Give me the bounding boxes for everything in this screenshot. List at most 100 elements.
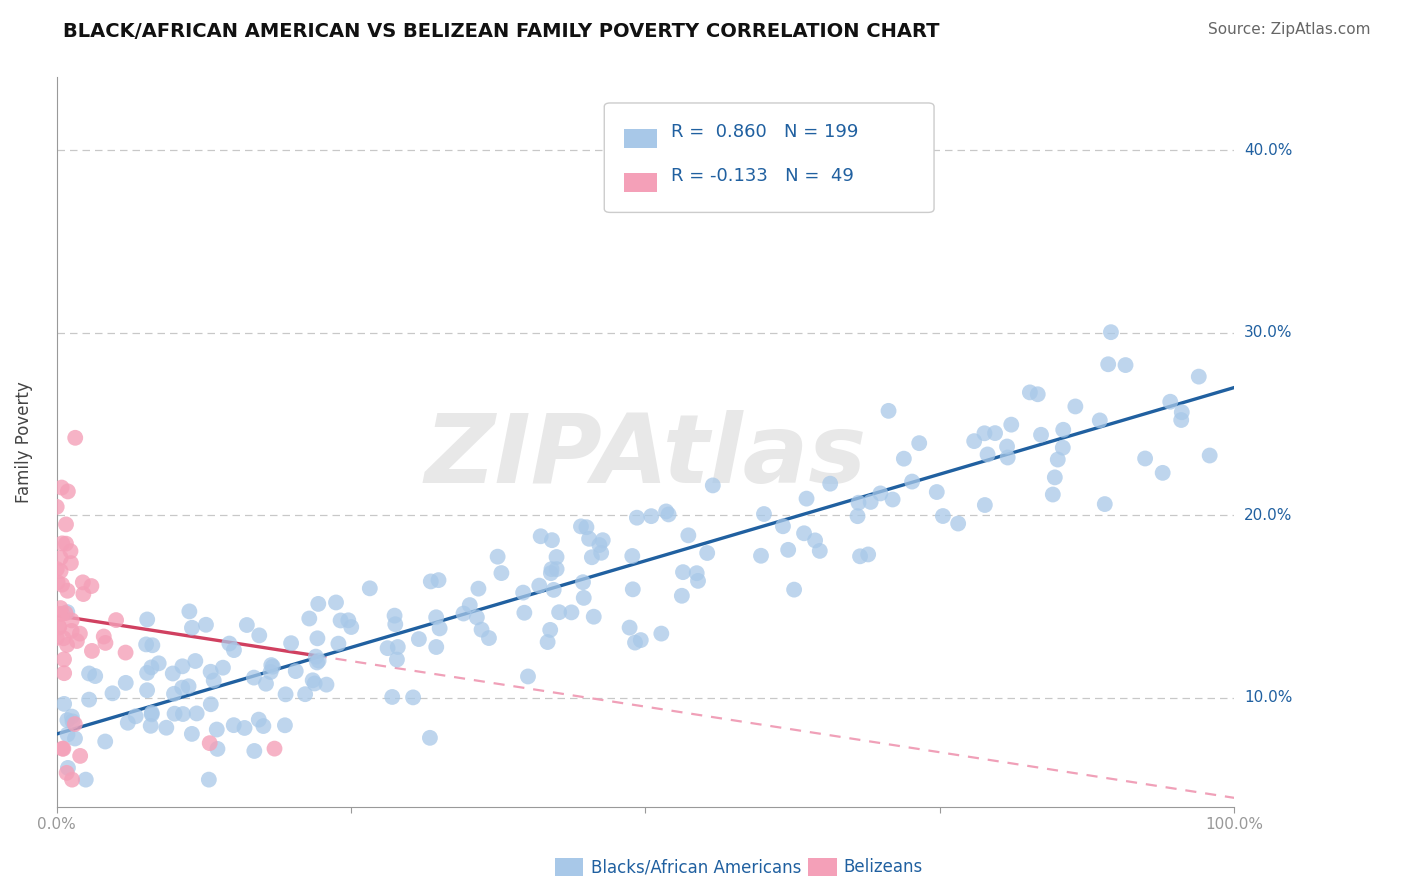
Point xyxy=(591,546,613,560)
Point xyxy=(1094,497,1116,511)
Point xyxy=(538,623,561,637)
Point xyxy=(66,634,89,648)
Text: R = -0.133   N =  49: R = -0.133 N = 49 xyxy=(672,167,855,185)
Point xyxy=(55,765,77,780)
Text: Blacks/African Americans: Blacks/African Americans xyxy=(591,858,801,876)
Point xyxy=(984,426,1007,441)
Point xyxy=(139,719,162,733)
Point xyxy=(1043,470,1066,484)
Point xyxy=(274,687,297,701)
Point xyxy=(560,606,582,620)
Point xyxy=(59,556,82,570)
Point xyxy=(377,641,399,656)
Point xyxy=(56,713,79,727)
Point xyxy=(796,491,818,506)
Point xyxy=(1042,487,1064,501)
Point xyxy=(65,431,87,445)
Point xyxy=(575,520,598,534)
Point xyxy=(307,597,329,611)
Point xyxy=(141,707,163,722)
Point xyxy=(60,614,83,628)
Point xyxy=(141,706,163,720)
Point xyxy=(45,562,67,576)
Point xyxy=(381,690,404,704)
Point xyxy=(572,591,595,605)
Point xyxy=(84,669,107,683)
Point xyxy=(1064,400,1087,414)
Text: Belizeans: Belizeans xyxy=(844,858,922,876)
Point xyxy=(359,582,381,596)
Point xyxy=(207,742,229,756)
Point xyxy=(671,589,693,603)
Point xyxy=(1046,452,1069,467)
Point xyxy=(901,475,924,489)
Point xyxy=(254,676,277,690)
Point xyxy=(702,478,724,492)
Text: 10.0%: 10.0% xyxy=(1244,690,1292,705)
Point xyxy=(592,533,614,548)
Point xyxy=(52,632,75,646)
Point xyxy=(859,495,882,509)
Point xyxy=(298,611,321,625)
Point xyxy=(308,654,330,668)
Point xyxy=(1029,427,1052,442)
Point xyxy=(194,617,217,632)
Point xyxy=(114,676,136,690)
Point xyxy=(458,598,481,612)
Point xyxy=(51,481,73,495)
Point xyxy=(247,628,270,642)
Point xyxy=(198,772,221,787)
Point xyxy=(172,659,194,673)
Point xyxy=(222,643,245,657)
Point xyxy=(172,681,194,695)
Point xyxy=(846,509,869,524)
Point xyxy=(45,631,67,645)
Point xyxy=(1152,466,1174,480)
Point xyxy=(619,621,641,635)
Point xyxy=(259,665,281,679)
Point xyxy=(48,607,70,621)
Point xyxy=(233,721,256,735)
Point xyxy=(419,731,441,745)
Point xyxy=(69,748,91,763)
Point xyxy=(419,574,441,589)
Point xyxy=(141,660,163,674)
Point xyxy=(384,617,406,632)
Point xyxy=(218,636,240,650)
Point xyxy=(51,607,73,621)
Point xyxy=(869,486,891,500)
Point xyxy=(793,526,815,541)
Point xyxy=(540,562,562,576)
FancyBboxPatch shape xyxy=(624,129,657,148)
Point xyxy=(94,636,117,650)
Point xyxy=(658,508,681,522)
Point xyxy=(408,632,430,646)
Point xyxy=(63,717,86,731)
Point xyxy=(1088,413,1111,427)
Point xyxy=(101,686,124,700)
Point xyxy=(51,577,73,591)
Point xyxy=(621,582,644,597)
Point xyxy=(569,519,592,533)
Point xyxy=(55,606,77,620)
Point xyxy=(305,656,328,670)
Point xyxy=(46,575,69,590)
Point xyxy=(294,687,316,701)
Point xyxy=(148,657,170,671)
Point xyxy=(624,635,647,649)
Y-axis label: Family Poverty: Family Poverty xyxy=(15,382,32,503)
Point xyxy=(1171,405,1194,419)
Point xyxy=(51,741,73,756)
Point xyxy=(541,533,564,548)
Point xyxy=(200,697,222,711)
Point xyxy=(284,664,307,678)
Point xyxy=(877,404,900,418)
Point xyxy=(60,709,83,723)
Point xyxy=(55,517,77,532)
Point xyxy=(626,510,648,524)
Point xyxy=(340,620,363,634)
Point xyxy=(93,630,115,644)
Point xyxy=(69,626,91,640)
Text: R =  0.860   N = 199: R = 0.860 N = 199 xyxy=(672,123,859,141)
Point xyxy=(60,624,83,638)
